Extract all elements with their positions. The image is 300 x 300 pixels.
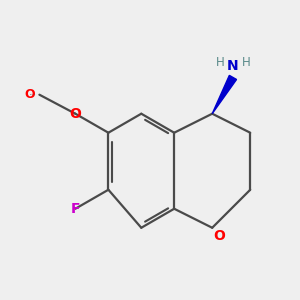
Polygon shape [212,75,236,114]
Text: O: O [25,88,35,101]
Text: methoxy: methoxy [30,94,36,95]
Text: O: O [69,107,81,121]
Text: H: H [242,56,250,69]
Text: H: H [215,56,224,69]
Text: N: N [227,59,239,73]
Text: O: O [213,230,225,243]
Text: F: F [70,202,80,216]
